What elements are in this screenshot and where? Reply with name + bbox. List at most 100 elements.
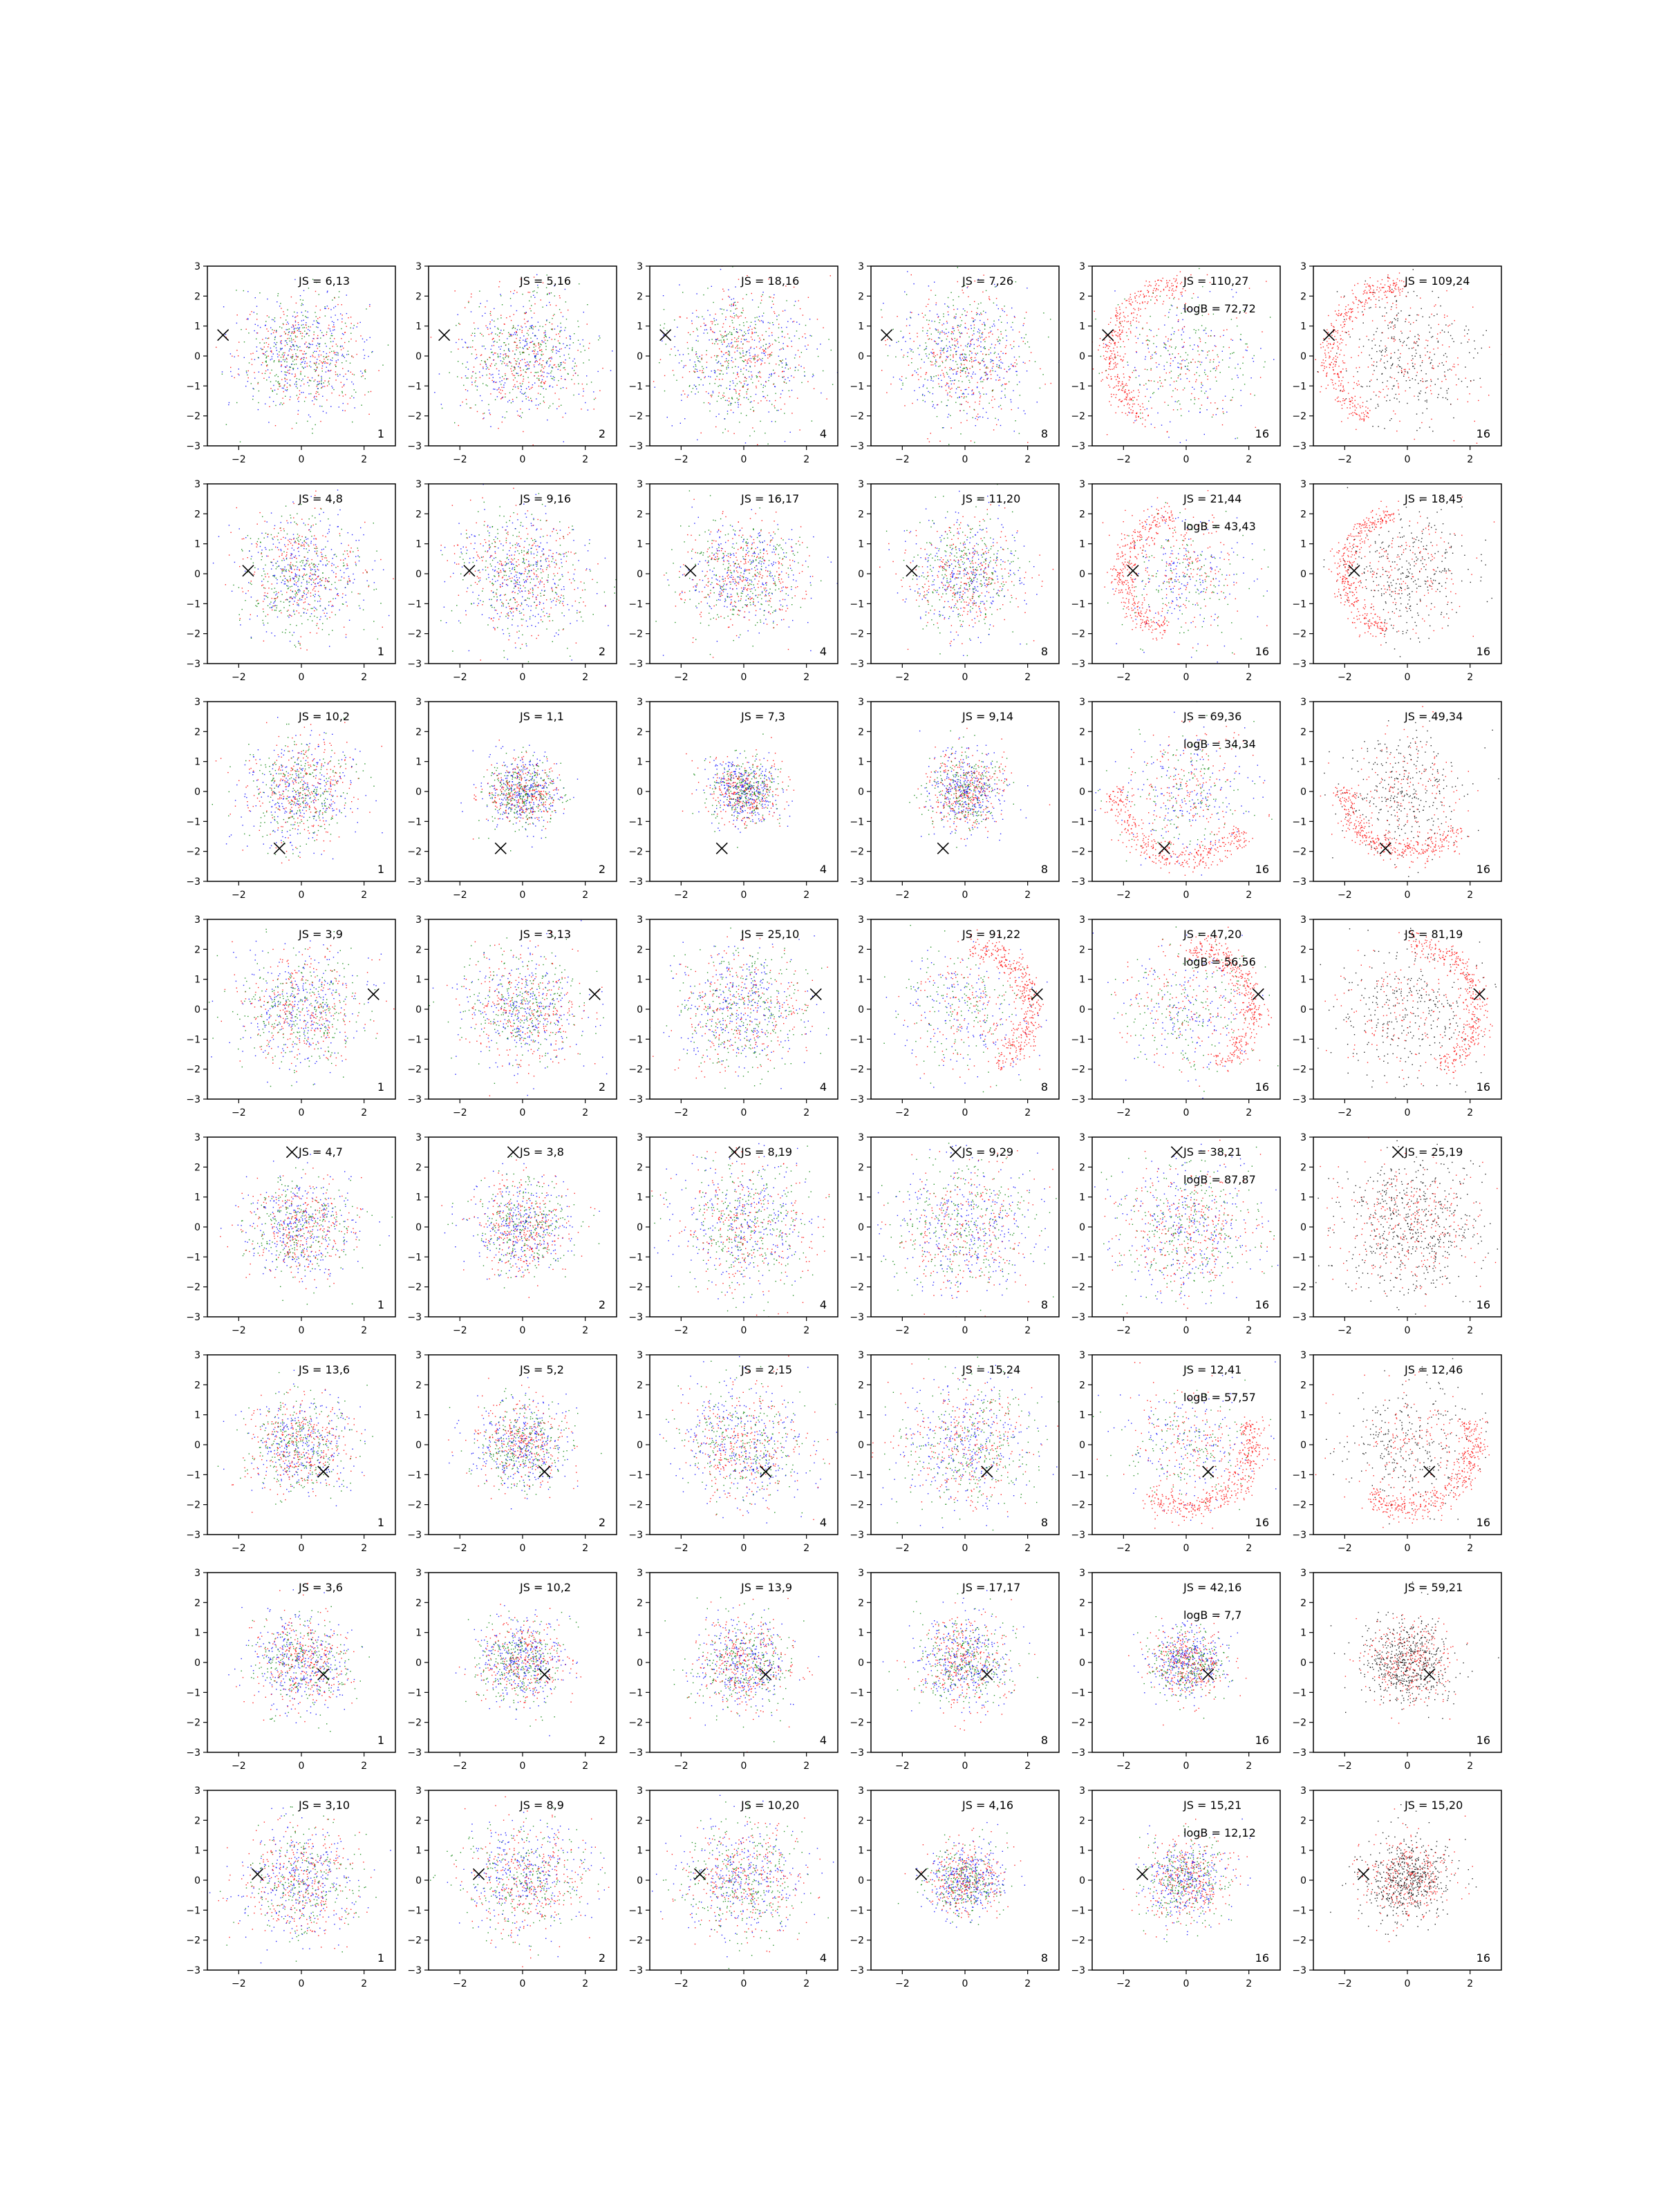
scatter-point bbox=[1365, 286, 1367, 288]
scatter-point bbox=[1174, 348, 1176, 349]
scatter-point bbox=[1215, 414, 1217, 415]
scatter-point bbox=[919, 345, 921, 346]
scatter-point bbox=[315, 364, 317, 366]
scatter-point bbox=[1110, 355, 1112, 357]
scatter-point bbox=[1308, 374, 1309, 375]
scatter-point bbox=[782, 343, 784, 344]
scatter-point bbox=[982, 359, 984, 361]
scatter-point bbox=[1331, 362, 1332, 364]
scatter-point bbox=[1201, 404, 1203, 406]
scatter-point bbox=[806, 348, 807, 350]
scatter-point bbox=[1121, 412, 1123, 413]
scatter-point bbox=[1430, 379, 1432, 380]
scatter-point bbox=[980, 341, 982, 343]
scatter-point bbox=[1414, 336, 1416, 337]
scatter-point bbox=[261, 373, 263, 374]
scatter-point bbox=[1172, 409, 1174, 411]
scatter-point bbox=[693, 366, 695, 368]
scatter-point bbox=[939, 357, 941, 359]
scatter-point bbox=[1373, 365, 1374, 366]
scatter-point bbox=[938, 377, 939, 379]
scatter-point bbox=[1348, 311, 1349, 312]
scatter-point bbox=[1363, 290, 1365, 292]
scatter-point bbox=[738, 279, 740, 280]
y-tick-label: −1 bbox=[1071, 381, 1085, 392]
scatter-point bbox=[556, 384, 558, 386]
scatter-point bbox=[1127, 364, 1129, 366]
scatter-point bbox=[1223, 335, 1224, 336]
scatter-point bbox=[324, 306, 326, 308]
scatter-point bbox=[758, 341, 760, 343]
scatter-point bbox=[982, 408, 984, 409]
scatter-point bbox=[752, 382, 753, 384]
scatter-point bbox=[1226, 411, 1228, 413]
scatter-point bbox=[980, 337, 981, 339]
scatter-point bbox=[1186, 368, 1188, 370]
scatter-point bbox=[1326, 375, 1327, 377]
scatter-point bbox=[776, 315, 778, 317]
scatter-point bbox=[329, 377, 330, 379]
scatter-point bbox=[1478, 400, 1479, 402]
scatter-point bbox=[1024, 362, 1026, 364]
scatter-point bbox=[1219, 336, 1221, 337]
scatter-point bbox=[238, 368, 239, 370]
scatter-point bbox=[807, 297, 809, 298]
scatter-point bbox=[1109, 386, 1111, 388]
scatter-point bbox=[476, 389, 478, 391]
scatter-point bbox=[787, 377, 789, 379]
scatter-point bbox=[288, 350, 290, 352]
scatter-point bbox=[519, 366, 521, 368]
scatter-point bbox=[1447, 388, 1450, 390]
scatter-point bbox=[348, 353, 349, 355]
scatter-point bbox=[1170, 304, 1172, 306]
scatter-point bbox=[326, 353, 328, 355]
scatter-point bbox=[324, 380, 326, 382]
scatter-point bbox=[1117, 351, 1118, 353]
scatter-point bbox=[719, 348, 720, 350]
scatter-point bbox=[304, 353, 306, 355]
scatter-point bbox=[722, 432, 724, 433]
scatter-point bbox=[1118, 388, 1121, 390]
scatter-point bbox=[263, 353, 264, 355]
scatter-point bbox=[715, 359, 717, 361]
scatter-point bbox=[465, 366, 467, 368]
scatter-point bbox=[333, 324, 335, 326]
scatter-point bbox=[1133, 308, 1134, 310]
scatter-point bbox=[317, 391, 319, 393]
scatter-point bbox=[504, 362, 505, 364]
scatter-point bbox=[502, 390, 503, 391]
js-annotation: JS = 18,16 bbox=[740, 274, 799, 288]
scatter-point bbox=[510, 362, 512, 364]
scatter-point bbox=[913, 283, 915, 285]
scatter-point bbox=[1139, 384, 1141, 385]
scatter-point bbox=[297, 330, 299, 331]
scatter-point bbox=[1444, 317, 1445, 318]
scatter-point bbox=[973, 330, 975, 332]
scatter-point bbox=[257, 382, 259, 384]
scatter-point bbox=[1205, 342, 1206, 344]
scatter-point bbox=[1425, 373, 1427, 375]
axes-frame bbox=[870, 265, 1060, 447]
scatter-point bbox=[299, 327, 301, 328]
scatter-point bbox=[308, 347, 310, 348]
scatter-point bbox=[1110, 404, 1112, 406]
scatter-point bbox=[589, 342, 590, 344]
scatter-point bbox=[263, 377, 265, 379]
scatter-point bbox=[952, 344, 953, 346]
scatter-point bbox=[1232, 339, 1233, 341]
scatter-point bbox=[1343, 316, 1344, 317]
scatter-point bbox=[594, 397, 597, 399]
scatter-point bbox=[1022, 362, 1024, 363]
scatter-point bbox=[1216, 368, 1217, 370]
scatter-point bbox=[534, 344, 535, 346]
scatter-point bbox=[505, 364, 507, 366]
scatter-point bbox=[737, 344, 738, 346]
scatter-point bbox=[1164, 344, 1165, 345]
scatter-point bbox=[474, 328, 476, 330]
scatter-point bbox=[256, 306, 258, 307]
scatter-point bbox=[243, 341, 245, 343]
y-tick-label: −3 bbox=[628, 441, 643, 452]
scatter-point bbox=[757, 444, 758, 445]
scatter-point bbox=[536, 372, 537, 373]
